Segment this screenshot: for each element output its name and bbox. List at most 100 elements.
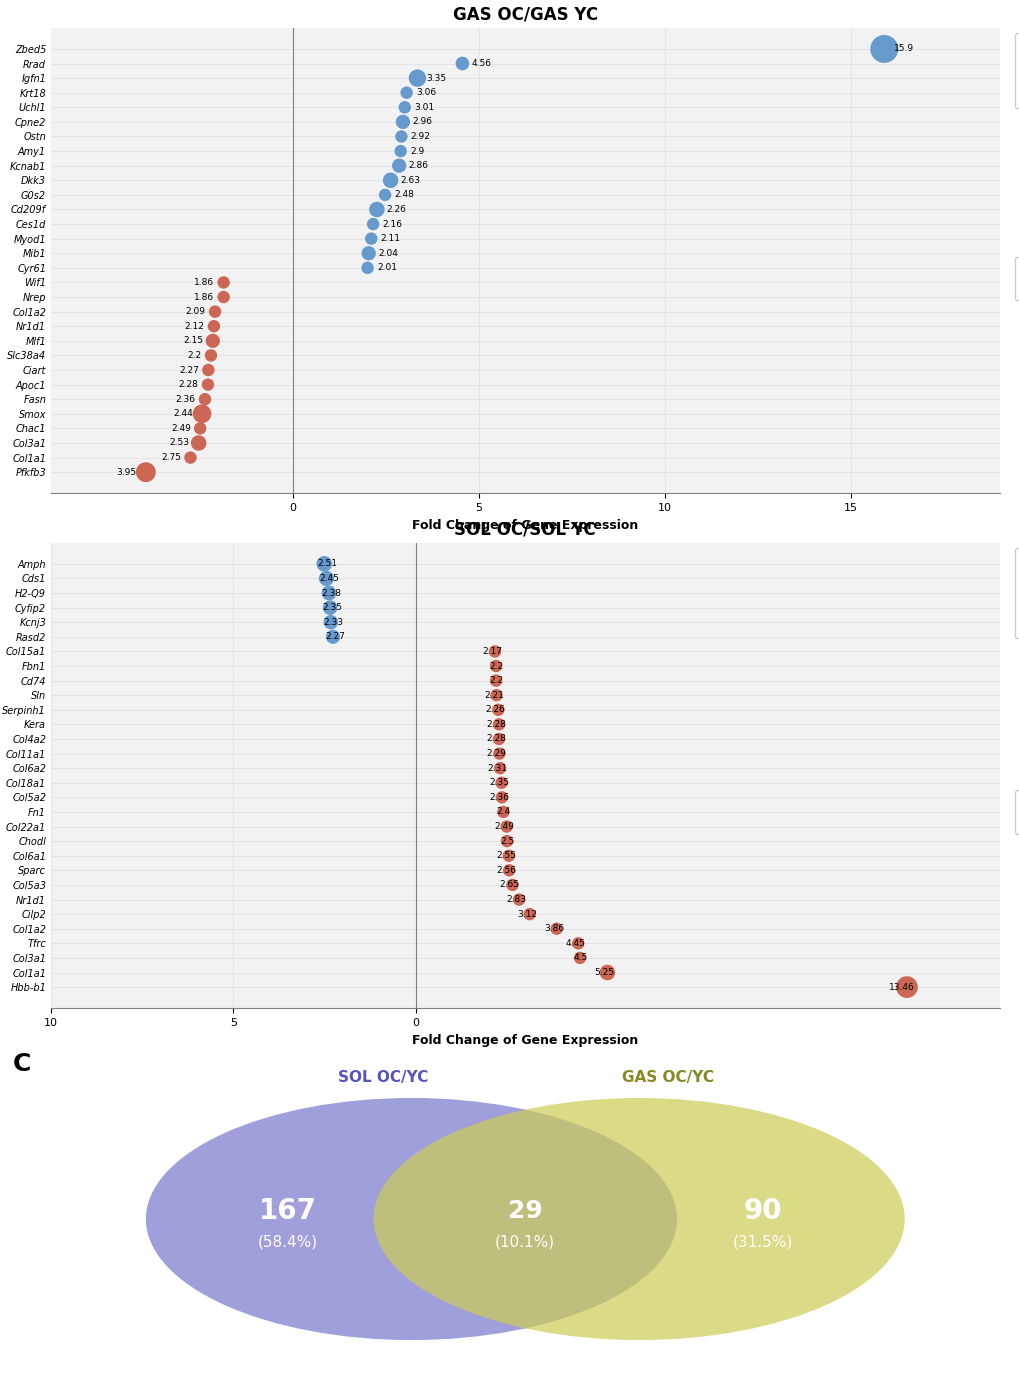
Text: 2.35: 2.35: [322, 604, 342, 612]
Text: 2.92: 2.92: [411, 132, 430, 142]
Point: [409, 67, 425, 89]
Text: 3.86: 3.86: [543, 924, 564, 933]
Point: [521, 904, 537, 926]
Text: 2.2: 2.2: [489, 676, 503, 686]
Point: [498, 816, 515, 838]
Point: [359, 257, 375, 279]
Text: 13.46: 13.46: [888, 983, 913, 991]
Text: 2.27: 2.27: [325, 633, 345, 641]
Text: 2.27: 2.27: [179, 365, 199, 375]
Text: 2.35: 2.35: [488, 779, 508, 787]
Text: (58.4%): (58.4%): [258, 1234, 318, 1249]
Text: 167: 167: [259, 1198, 317, 1226]
Point: [498, 830, 515, 852]
Text: 3.12: 3.12: [517, 909, 536, 919]
Text: 2.15: 2.15: [183, 336, 204, 346]
Text: 2.28: 2.28: [486, 720, 505, 729]
Point: [322, 597, 338, 619]
Text: 2.16: 2.16: [382, 219, 403, 229]
Text: 90: 90: [743, 1198, 781, 1226]
Point: [207, 301, 223, 323]
Point: [192, 418, 208, 440]
Point: [200, 359, 216, 382]
Point: [215, 286, 231, 308]
Point: [500, 859, 517, 881]
Text: 2.36: 2.36: [175, 394, 196, 404]
X-axis label: Fold Change of Gene Expression: Fold Change of Gene Expression: [412, 519, 638, 532]
Point: [490, 727, 506, 750]
Text: 1.86: 1.86: [194, 278, 214, 287]
Point: [200, 373, 216, 396]
Text: 2.96: 2.96: [412, 118, 432, 126]
Text: 2.49: 2.49: [171, 423, 191, 433]
Text: 2.45: 2.45: [319, 575, 338, 583]
Text: SOL OC/YC: SOL OC/YC: [337, 1070, 428, 1085]
Point: [488, 684, 504, 706]
Point: [453, 53, 470, 75]
Text: GAS OC/YC: GAS OC/YC: [621, 1070, 713, 1085]
Title: GAS OC/GAS YC: GAS OC/GAS YC: [452, 6, 597, 24]
Text: 2.33: 2.33: [323, 618, 343, 627]
Text: 2.38: 2.38: [321, 589, 341, 598]
Point: [392, 140, 409, 162]
Point: [394, 111, 411, 133]
Text: 3.95: 3.95: [116, 468, 137, 476]
Point: [205, 330, 221, 353]
Point: [191, 432, 207, 454]
Text: 2.12: 2.12: [184, 322, 205, 330]
Point: [322, 611, 338, 633]
Point: [875, 37, 892, 60]
Text: 2.5: 2.5: [499, 837, 514, 845]
Point: [138, 461, 154, 483]
Text: 2.04: 2.04: [378, 248, 397, 258]
Text: 3.35: 3.35: [426, 74, 446, 83]
Y-axis label: Gene Symbol: Gene Symbol: [0, 215, 1, 307]
Text: 2.86: 2.86: [408, 161, 428, 171]
Text: 2.01: 2.01: [376, 264, 396, 272]
Text: 4.5: 4.5: [573, 954, 587, 962]
Text: 2.26: 2.26: [386, 205, 406, 214]
Point: [215, 271, 231, 293]
Point: [493, 772, 510, 794]
Point: [316, 552, 332, 575]
Text: 2.29: 2.29: [486, 750, 506, 758]
Point: [382, 169, 398, 192]
Point: [203, 344, 219, 366]
Text: 2.2: 2.2: [489, 662, 503, 670]
Text: 4.56: 4.56: [471, 60, 491, 68]
Text: (10.1%): (10.1%): [495, 1234, 554, 1249]
Text: 2.31: 2.31: [487, 763, 506, 773]
Text: 2.49: 2.49: [493, 822, 514, 831]
Text: 2.2: 2.2: [187, 351, 202, 359]
Point: [393, 125, 410, 147]
Point: [318, 568, 334, 590]
Point: [500, 845, 517, 868]
Point: [490, 713, 506, 736]
Point: [487, 669, 503, 691]
Text: 29: 29: [507, 1199, 542, 1223]
Text: 2.83: 2.83: [505, 895, 526, 904]
Point: [570, 933, 586, 955]
Text: 2.26: 2.26: [485, 705, 505, 715]
Title: SOL OC/SOL YC: SOL OC/SOL YC: [454, 520, 595, 539]
Ellipse shape: [146, 1098, 677, 1339]
Text: 2.09: 2.09: [185, 307, 206, 316]
Point: [206, 315, 222, 337]
Point: [360, 242, 376, 264]
Text: 2.48: 2.48: [394, 190, 414, 200]
X-axis label: Fold Change of Gene Expression: Fold Change of Gene Expression: [412, 1034, 638, 1047]
Legend: Up-regulated, Down-regulated: Up-regulated, Down-regulated: [1014, 790, 1019, 834]
Text: 4.45: 4.45: [566, 938, 585, 948]
Point: [197, 389, 213, 411]
Point: [365, 212, 381, 235]
Text: (31.5%): (31.5%): [732, 1234, 792, 1249]
Point: [511, 888, 527, 911]
Text: 2.56: 2.56: [496, 866, 516, 874]
Text: 2.28: 2.28: [178, 380, 199, 389]
Text: 2.9: 2.9: [410, 147, 424, 155]
Text: 2.17: 2.17: [482, 647, 501, 657]
Point: [486, 640, 502, 662]
Text: 2.65: 2.65: [499, 880, 520, 890]
Point: [495, 801, 512, 823]
Text: 1.86: 1.86: [194, 293, 214, 301]
